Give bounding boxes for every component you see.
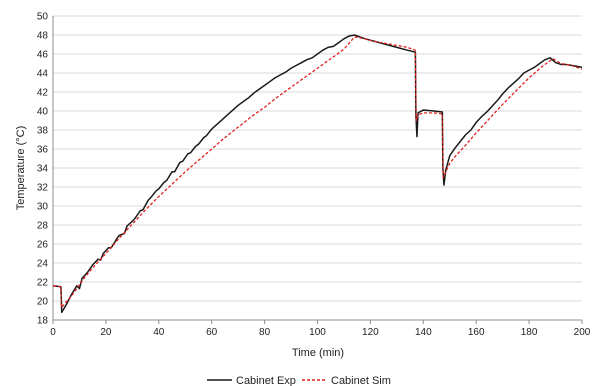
y-tick-label-44: 44 xyxy=(37,69,49,80)
legend-label-sim: Cabinet Sim xyxy=(331,375,391,386)
y-tick-label-22: 22 xyxy=(37,278,49,289)
x-tick-label-200: 200 xyxy=(574,327,591,338)
x-tick-label-140: 140 xyxy=(415,327,432,338)
x-tick-label-80: 80 xyxy=(259,327,271,338)
legend-label-exp: Cabinet Exp xyxy=(236,375,296,386)
x-tick-label-120: 120 xyxy=(362,327,379,338)
y-tick-label-42: 42 xyxy=(37,88,49,99)
x-tick-label-60: 60 xyxy=(206,327,218,338)
x-tick-label-100: 100 xyxy=(309,327,326,338)
x-axis-title: Time (min) xyxy=(292,347,344,359)
x-tick-label-160: 160 xyxy=(468,327,485,338)
series-line-cabinet-sim xyxy=(52,36,583,309)
x-tick-label-20: 20 xyxy=(100,327,112,338)
y-axis-title: Temperature (°C) xyxy=(15,126,27,210)
y-tick-label-20: 20 xyxy=(37,297,49,308)
y-tick-label-36: 36 xyxy=(37,145,49,156)
y-tick-label-40: 40 xyxy=(37,107,49,118)
y-tick-label-38: 38 xyxy=(37,126,49,137)
y-tick-label-30: 30 xyxy=(37,202,49,213)
y-tick-label-18: 18 xyxy=(37,316,49,327)
axes xyxy=(52,16,583,324)
y-tick-label-48: 48 xyxy=(37,31,49,42)
legend: Cabinet Exp Cabinet Sim xyxy=(207,375,391,386)
x-tick-label-40: 40 xyxy=(153,327,165,338)
y-tick-label-50: 50 xyxy=(37,12,49,23)
y-tick-label-26: 26 xyxy=(37,240,49,251)
y-tick-label-46: 46 xyxy=(37,50,49,61)
x-tick-label-0: 0 xyxy=(50,327,56,338)
y-tick-labels: 18 20 22 24 26 28 30 32 34 36 38 40 42 44 46 48 50 xyxy=(37,12,49,327)
series-line-cabinet-exp xyxy=(52,34,583,314)
y-tick-label-28: 28 xyxy=(37,221,49,232)
series xyxy=(52,34,583,314)
x-tick-labels: 0 20 40 60 80 100 120 140 160 180 200 xyxy=(50,327,591,338)
y-tick-label-34: 34 xyxy=(37,164,49,175)
y-tick-label-24: 24 xyxy=(37,259,49,270)
y-tick-label-32: 32 xyxy=(37,183,49,194)
x-tick-label-180: 180 xyxy=(521,327,538,338)
